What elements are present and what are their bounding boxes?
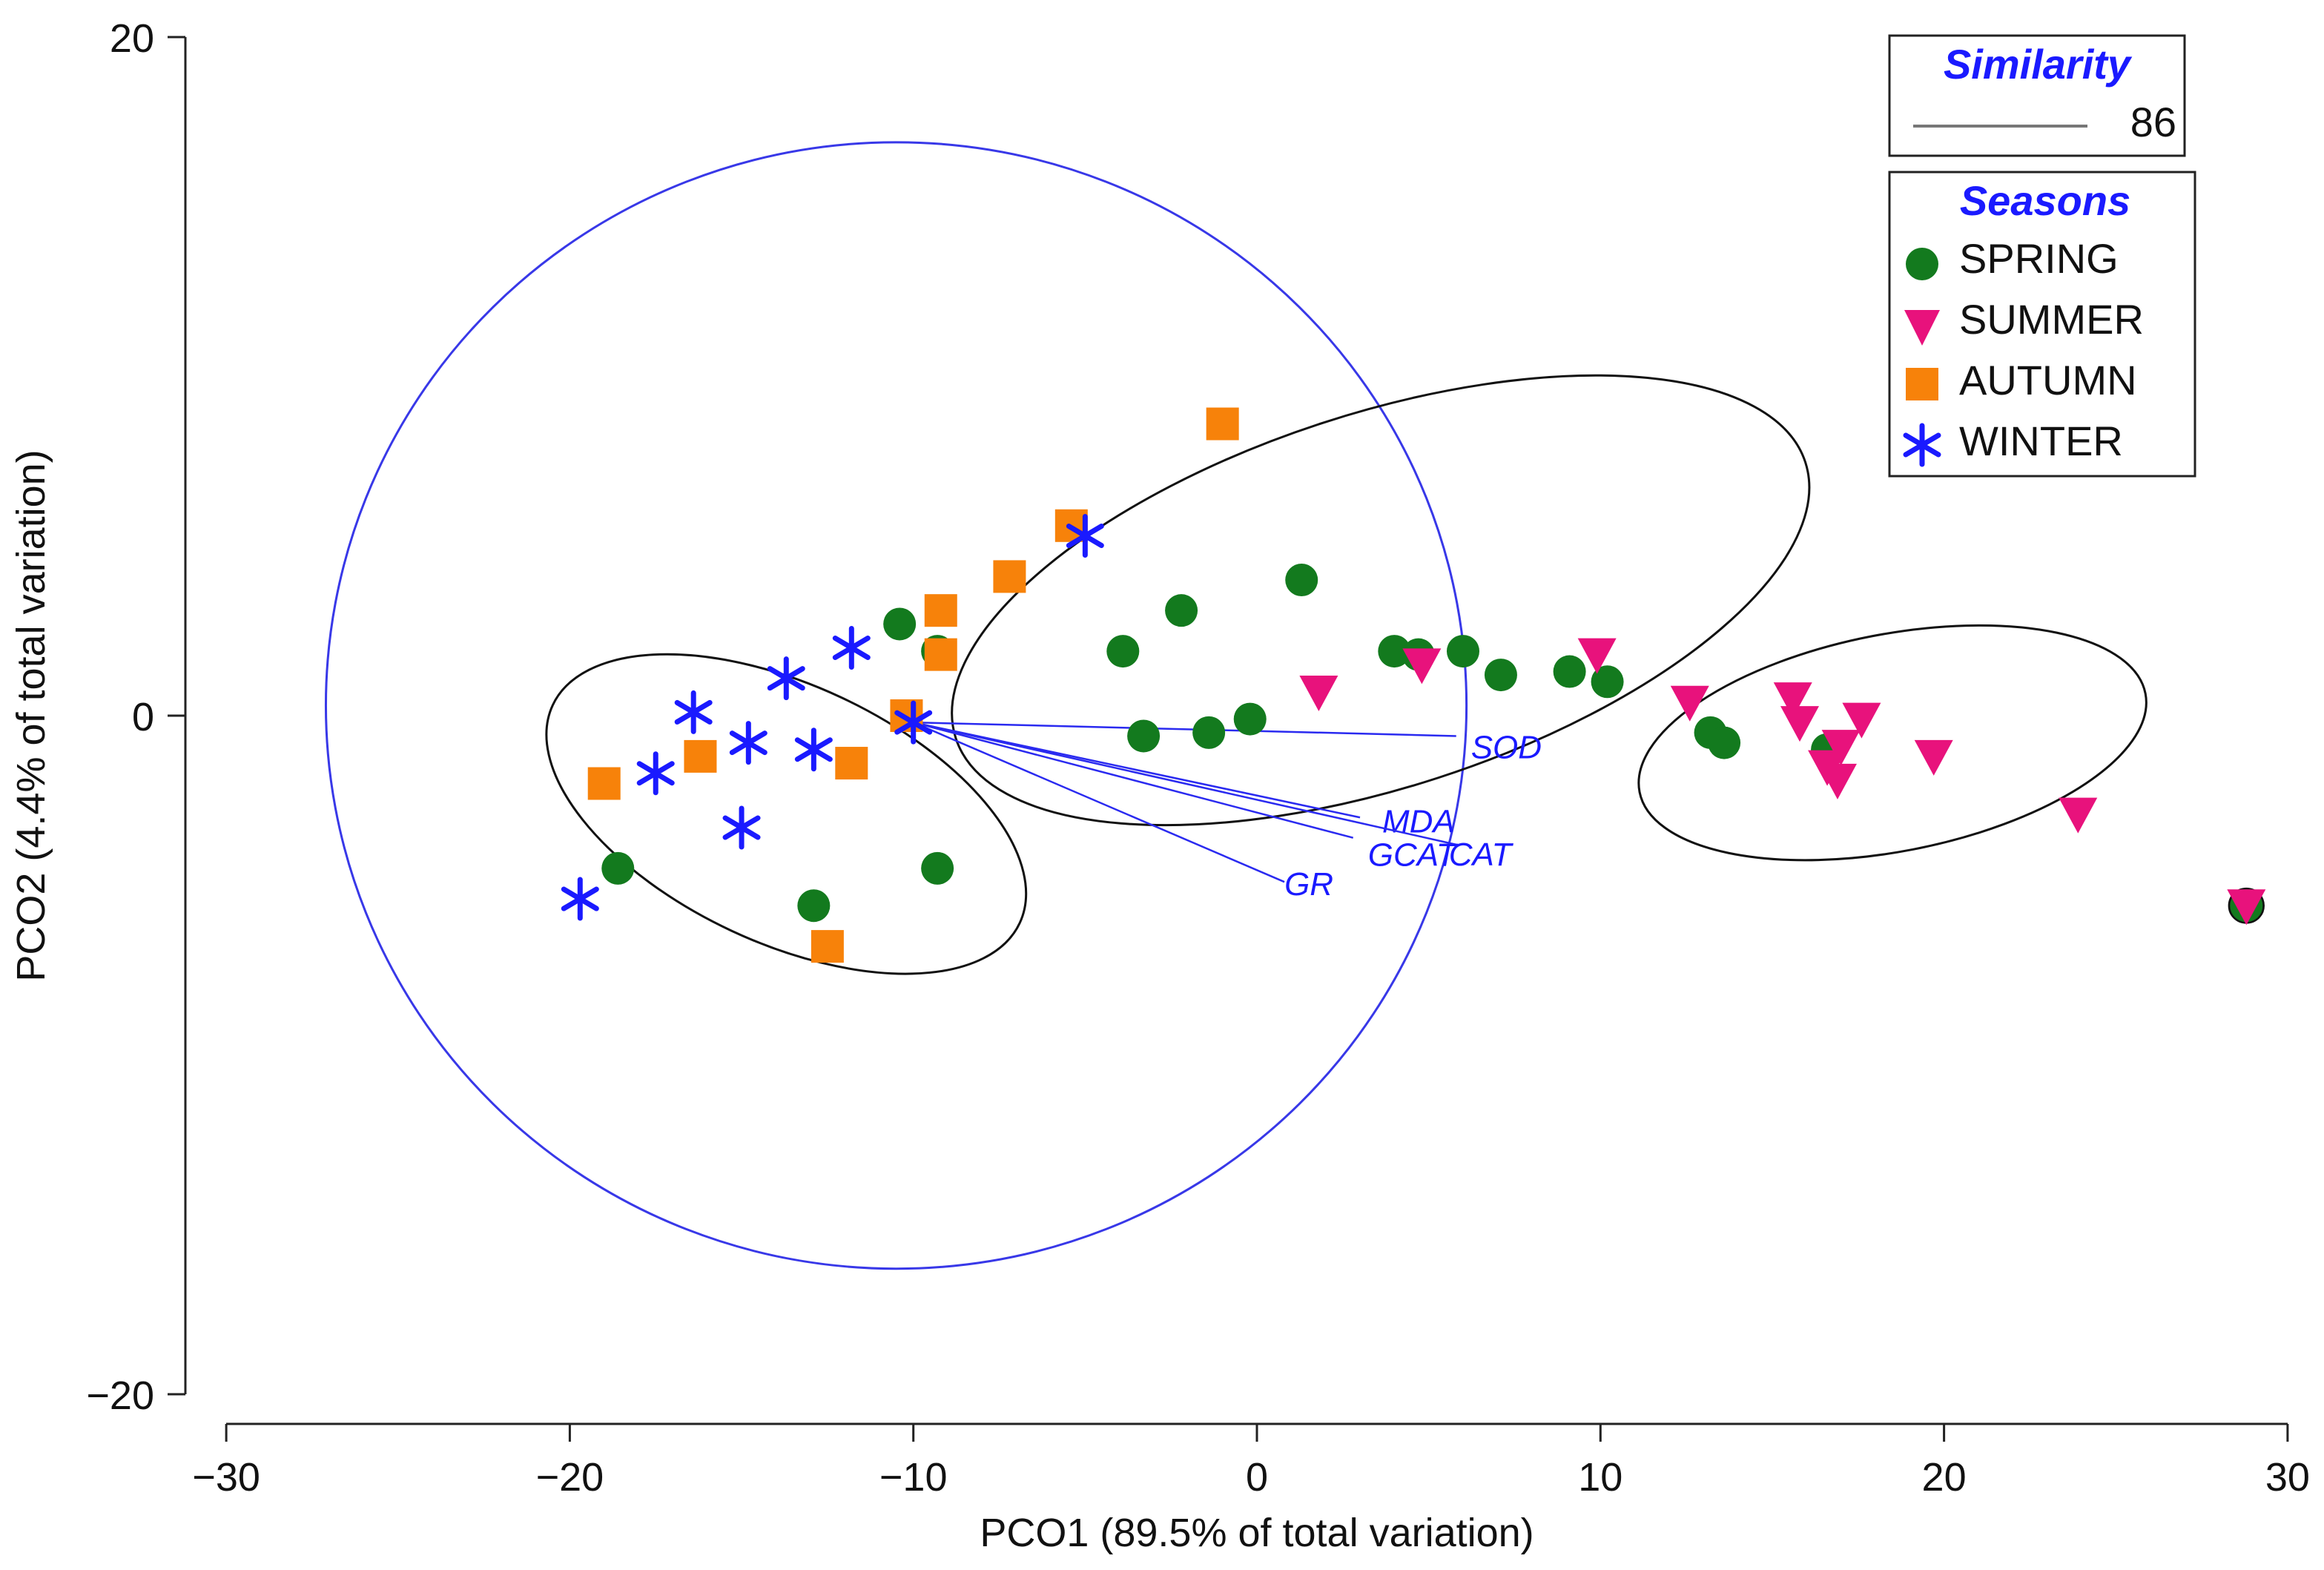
legend-similarity-title: Similarity (1944, 41, 2133, 88)
vector-label-cat: CAT (1449, 837, 1514, 873)
legend-spring-marker (1906, 248, 1938, 280)
spring-point-10 (1285, 564, 1318, 596)
vector-label-mda: MDA (1382, 803, 1455, 840)
summer-point-0 (1299, 675, 1338, 711)
autumn-point-0 (587, 767, 621, 800)
winter-point-7 (832, 626, 871, 670)
legend-winter-label: WINTER (1959, 418, 2123, 464)
winter-point-1 (636, 751, 675, 796)
similarity-ellipse-1 (951, 374, 1811, 827)
legend-seasons-title: Seasons (1960, 177, 2130, 224)
spring-point-8 (1192, 716, 1226, 749)
y-tick-label-neg20: −20 (86, 1373, 154, 1418)
winter-point-8 (894, 700, 933, 745)
x-tick-label-3: 0 (1246, 1455, 1268, 1500)
vector-cat (913, 721, 1456, 846)
spring-point-2 (883, 607, 917, 641)
summer-point-10 (1914, 739, 1953, 776)
autumn-point-7 (993, 560, 1026, 593)
x-tick-label-4: 10 (1578, 1455, 1622, 1500)
summer-point-7 (1818, 763, 1857, 799)
autumn-point-3 (835, 747, 868, 780)
spring-point-7 (1165, 594, 1198, 627)
summer-point-9 (1842, 702, 1881, 739)
summer-point-12 (2227, 889, 2266, 926)
legend-seasons: Seasons SPRING SUMMER AUTUMN WINTER (1888, 171, 2196, 478)
x-tick-label-0: −30 (192, 1455, 260, 1500)
similarity-ellipse-2 (1637, 624, 2148, 862)
autumn-point-9 (1206, 407, 1239, 441)
autumn-point-5 (924, 594, 957, 627)
summer-point-2 (1577, 638, 1617, 674)
winter-point-5 (767, 656, 805, 701)
x-axis-title: PCO1 (89.5% of total variation) (980, 1511, 1534, 1555)
spring-point-1 (797, 889, 831, 923)
x-tick-label-5: 20 (1922, 1455, 1967, 1500)
legend-summer-marker (1904, 310, 1940, 346)
spring-point-13 (1446, 635, 1479, 668)
legend-winter-marker (1903, 423, 1941, 467)
winter-point-2 (674, 690, 713, 734)
spring-point-16 (1591, 665, 1624, 699)
autumn-point-6 (924, 638, 957, 671)
y-tick-label-0: 0 (132, 695, 154, 739)
spring-point-11 (1378, 635, 1411, 668)
spring-point-4 (921, 851, 954, 885)
winter-point-9 (1066, 514, 1104, 558)
y-axis-title: PCO2 (4.4% of total variation) (9, 449, 53, 981)
spring-point-14 (1484, 659, 1517, 692)
vector-gr (913, 722, 1285, 883)
x-tick-label-1: −20 (536, 1455, 604, 1500)
autumn-point-2 (811, 930, 844, 963)
vector-sod (913, 721, 1456, 737)
legend-autumn-marker (1906, 368, 1938, 400)
legend-spring-label: SPRING (1959, 235, 2119, 282)
vector-gcat (913, 721, 1354, 839)
winter-point-6 (794, 728, 833, 772)
spring-point-0 (601, 851, 635, 885)
legend-summer-label: SUMMER (1959, 296, 2144, 343)
legend-autumn-label: AUTUMN (1959, 357, 2137, 403)
vector-label-gr: GR (1284, 866, 1333, 903)
summer-point-1 (1402, 648, 1442, 685)
summer-point-5 (1780, 706, 1820, 742)
vector-label-gcat: GCAT (1368, 837, 1459, 874)
summer-point-4 (1773, 682, 1812, 719)
summer-point-3 (1670, 685, 1709, 722)
data-points (561, 407, 2266, 963)
y-tick-label-20: 20 (110, 16, 154, 61)
similarity-ellipse-0 (545, 653, 1028, 975)
winter-point-4 (729, 721, 767, 765)
legend-similarity: Similarity 86 (1888, 34, 2186, 157)
vector-label-sod: SOD (1471, 729, 1542, 765)
summer-point-8 (1821, 730, 1861, 766)
spring-point-9 (1233, 702, 1267, 736)
x-tick-label-2: −10 (879, 1455, 948, 1500)
legend-similarity-value: 86 (2130, 99, 2176, 145)
spring-point-6 (1127, 719, 1161, 753)
autumn-point-1 (684, 739, 717, 773)
winter-point-0 (561, 877, 599, 921)
spring-point-5 (1106, 635, 1140, 668)
winter-point-3 (722, 805, 761, 850)
spring-point-15 (1553, 655, 1586, 688)
overlays (324, 141, 2265, 1270)
summer-point-11 (2059, 797, 2098, 834)
x-ticks: −30 −20 −10 0 10 20 30 (192, 1424, 2310, 1500)
vector-circle (324, 141, 1468, 1270)
spring-point-18 (1708, 726, 1741, 759)
x-tick-label-6: 30 (2265, 1455, 2310, 1500)
